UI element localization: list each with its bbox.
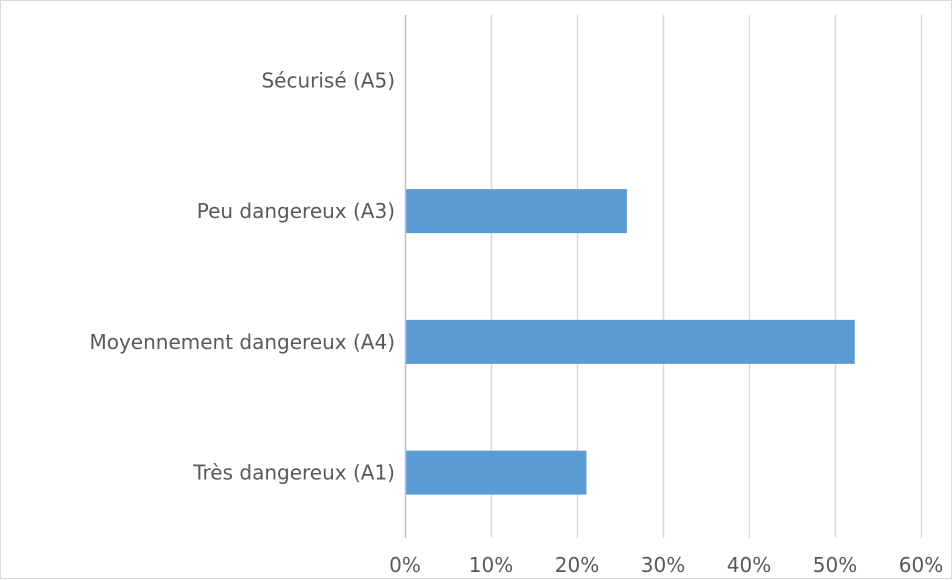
bar	[405, 319, 855, 364]
category-label: Très dangereux (A1)	[192, 461, 395, 485]
x-tick-label: 10%	[469, 553, 513, 577]
category-label: Sécurisé (A5)	[261, 68, 395, 92]
category-label: Peu dangereux (A3)	[197, 199, 395, 223]
x-axis-tick-labels: 0% 10% 20% 30% 40% 50% 60%	[389, 553, 943, 577]
x-tick-label: 20%	[555, 553, 599, 577]
category-label: Moyennement dangereux (A4)	[89, 330, 395, 354]
x-tick-label: 60%	[899, 553, 943, 577]
category-labels: Sécurisé (A5) Peu dangereux (A3) Moyenneme…	[89, 68, 395, 484]
bars	[405, 58, 855, 495]
x-tick-label: 50%	[813, 553, 857, 577]
x-tick-label: 0%	[389, 553, 421, 577]
bar	[405, 450, 587, 495]
bar	[405, 189, 627, 234]
x-tick-label: 40%	[727, 553, 771, 577]
x-tick-label: 30%	[641, 553, 685, 577]
